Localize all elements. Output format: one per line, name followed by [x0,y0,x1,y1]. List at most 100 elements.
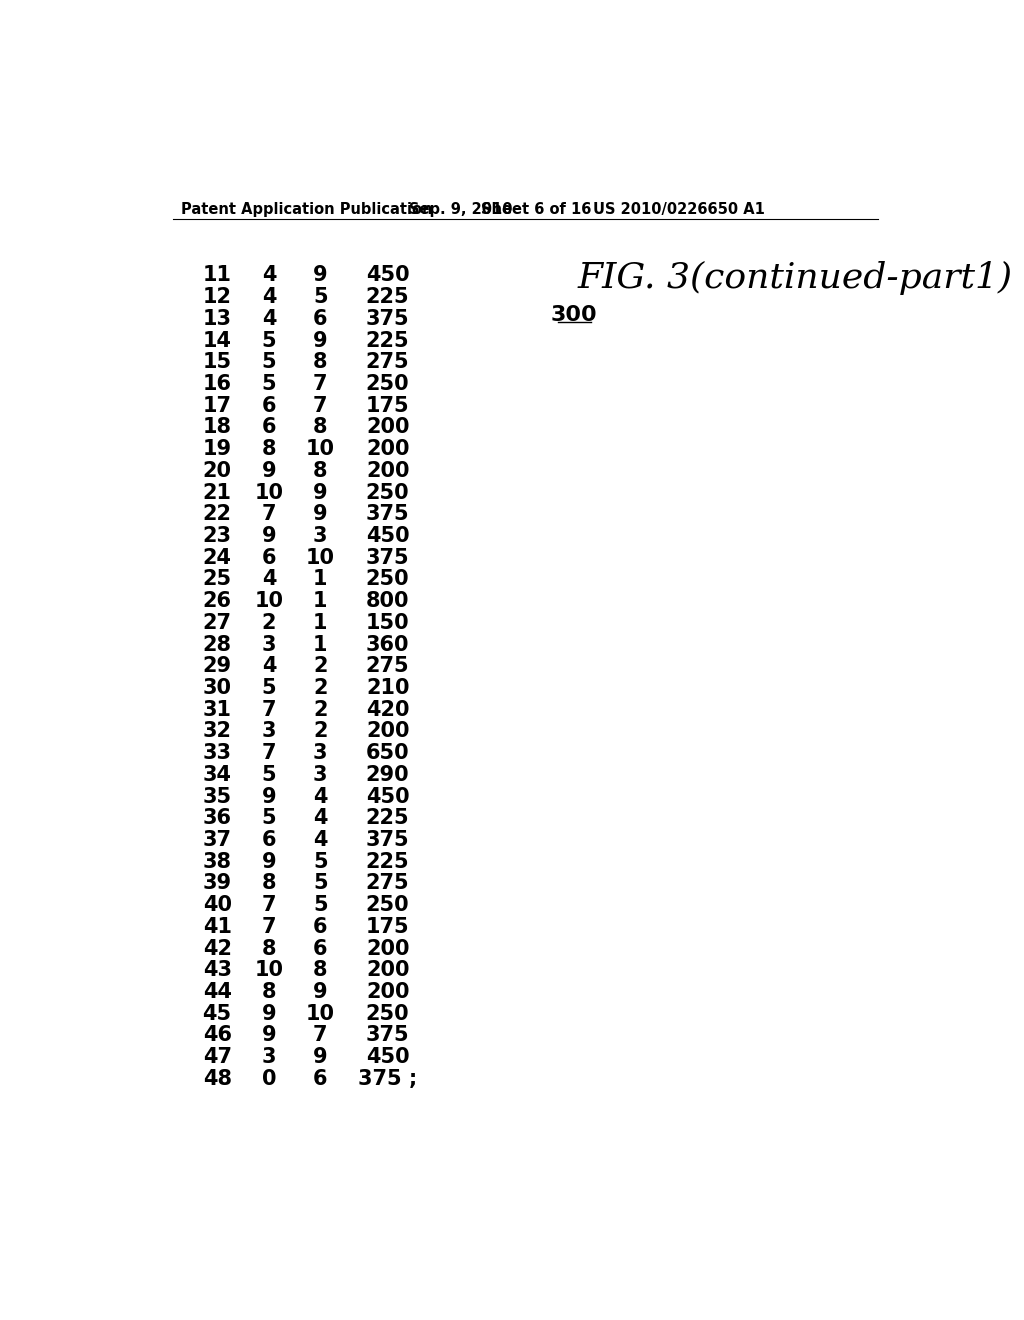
Text: 375: 375 [366,504,410,524]
Text: 225: 225 [366,808,410,828]
Text: 2: 2 [313,700,328,719]
Text: 8: 8 [313,352,328,372]
Text: 10: 10 [255,483,284,503]
Text: 5: 5 [262,374,276,393]
Text: 150: 150 [366,612,410,632]
Text: 40: 40 [203,895,231,915]
Text: 6: 6 [262,830,276,850]
Text: 375: 375 [366,548,410,568]
Text: 250: 250 [366,895,410,915]
Text: 13: 13 [203,309,231,329]
Text: 10: 10 [255,591,284,611]
Text: 200: 200 [366,440,410,459]
Text: 41: 41 [203,917,231,937]
Text: 9: 9 [313,483,328,503]
Text: 250: 250 [366,374,410,393]
Text: 9: 9 [262,1003,276,1024]
Text: Sheet 6 of 16: Sheet 6 of 16 [480,202,591,218]
Text: 7: 7 [262,917,276,937]
Text: 6: 6 [313,1069,328,1089]
Text: 3: 3 [313,743,328,763]
Text: 8: 8 [262,440,276,459]
Text: 9: 9 [313,504,328,524]
Text: 225: 225 [366,330,410,351]
Text: 225: 225 [366,851,410,871]
Text: 200: 200 [366,417,410,437]
Text: 22: 22 [203,504,231,524]
Text: Sep. 9, 2010: Sep. 9, 2010 [410,202,513,218]
Text: 31: 31 [203,700,231,719]
Text: 44: 44 [203,982,231,1002]
Text: 39: 39 [203,874,231,894]
Text: 450: 450 [366,1047,410,1067]
Text: 800: 800 [366,591,410,611]
Text: 6: 6 [313,309,328,329]
Text: 3: 3 [313,764,328,785]
Text: 7: 7 [262,700,276,719]
Text: 9: 9 [262,787,276,807]
Text: 175: 175 [366,396,410,416]
Text: 650: 650 [366,743,410,763]
Text: 200: 200 [366,461,410,480]
Text: 5: 5 [313,288,328,308]
Text: 175: 175 [366,917,410,937]
Text: 360: 360 [366,635,410,655]
Text: 5: 5 [262,808,276,828]
Text: 6: 6 [262,396,276,416]
Text: 28: 28 [203,635,231,655]
Text: 1: 1 [313,569,328,590]
Text: 34: 34 [203,764,231,785]
Text: FIG. 3(continued-part1): FIG. 3(continued-part1) [578,261,1013,294]
Text: 8: 8 [313,461,328,480]
Text: 23: 23 [203,525,231,546]
Text: 1: 1 [313,591,328,611]
Text: 16: 16 [203,374,231,393]
Text: 275: 275 [366,352,410,372]
Text: 7: 7 [262,504,276,524]
Text: 3: 3 [262,1047,276,1067]
Text: 5: 5 [313,851,328,871]
Text: 9: 9 [262,851,276,871]
Text: 9: 9 [313,982,328,1002]
Text: 8: 8 [313,417,328,437]
Text: 200: 200 [366,722,410,742]
Text: 4: 4 [313,808,328,828]
Text: 5: 5 [262,764,276,785]
Text: 0: 0 [262,1069,276,1089]
Text: 32: 32 [203,722,231,742]
Text: 47: 47 [203,1047,231,1067]
Text: 3: 3 [313,525,328,546]
Text: 450: 450 [366,525,410,546]
Text: 7: 7 [313,1026,328,1045]
Text: 38: 38 [203,851,231,871]
Text: 43: 43 [203,960,231,981]
Text: 10: 10 [306,1003,335,1024]
Text: 4: 4 [262,309,276,329]
Text: 10: 10 [255,960,284,981]
Text: 37: 37 [203,830,231,850]
Text: 48: 48 [203,1069,231,1089]
Text: 9: 9 [313,1047,328,1067]
Text: 17: 17 [203,396,231,416]
Text: 5: 5 [262,330,276,351]
Text: 4: 4 [313,787,328,807]
Text: 290: 290 [366,764,410,785]
Text: 300: 300 [550,305,597,325]
Text: 12: 12 [203,288,231,308]
Text: 18: 18 [203,417,231,437]
Text: 2: 2 [313,678,328,698]
Text: 9: 9 [313,330,328,351]
Text: 275: 275 [366,656,410,676]
Text: 4: 4 [262,656,276,676]
Text: 5: 5 [313,874,328,894]
Text: 8: 8 [262,939,276,958]
Text: 29: 29 [203,656,231,676]
Text: 6: 6 [262,548,276,568]
Text: 26: 26 [203,591,231,611]
Text: 8: 8 [262,982,276,1002]
Text: 46: 46 [203,1026,231,1045]
Text: 2: 2 [313,722,328,742]
Text: 250: 250 [366,569,410,590]
Text: 9: 9 [262,1026,276,1045]
Text: 25: 25 [203,569,231,590]
